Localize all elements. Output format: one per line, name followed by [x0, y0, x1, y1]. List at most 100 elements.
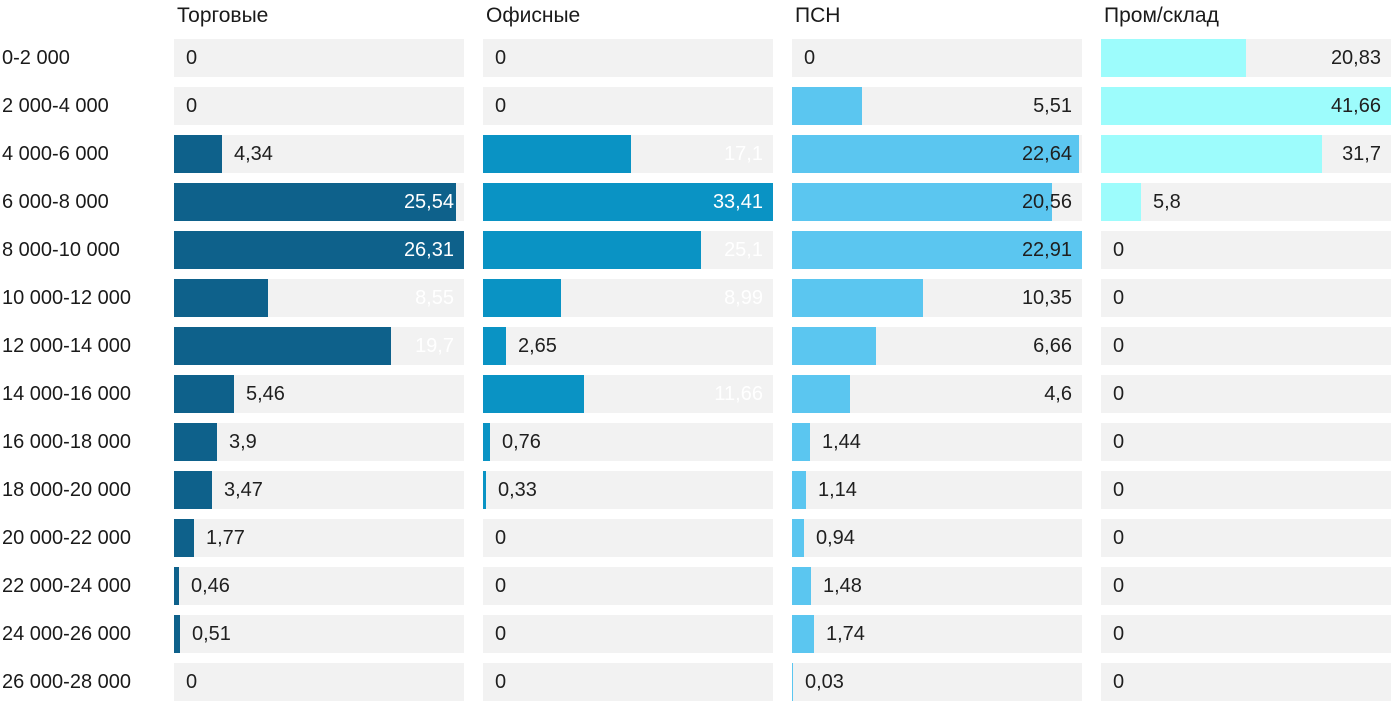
- row-label: 0-2 000: [2, 46, 70, 69]
- bar: [792, 519, 804, 557]
- row-label: 4 000-6 000: [2, 142, 109, 165]
- bar-value-label: 20,83: [1330, 46, 1381, 69]
- bar-value-label: 22,64: [1021, 142, 1072, 165]
- bar-track: 0: [483, 663, 773, 701]
- bar-track: 0: [1101, 327, 1391, 365]
- bar-track: 8,99: [483, 279, 773, 317]
- bar-track: 10,35: [792, 279, 1082, 317]
- bar-track: 0,76: [483, 423, 773, 461]
- bar-track: 3,47: [174, 471, 464, 509]
- bar-track: 0: [483, 567, 773, 605]
- bar-track: 0: [1101, 471, 1391, 509]
- bar-track: 22,64: [792, 135, 1082, 173]
- row-label: 12 000-14 000: [2, 334, 132, 357]
- bar: [483, 183, 773, 221]
- bar-track: 0: [1101, 567, 1391, 605]
- bar: [1101, 39, 1246, 77]
- bar-value-label: 0: [1113, 382, 1125, 405]
- bar-value-label: 0: [495, 574, 507, 597]
- bar-value-label: 8,55: [415, 286, 454, 309]
- bar: [483, 231, 701, 269]
- bar-track: 0: [483, 87, 773, 125]
- bar-track: 0: [483, 519, 773, 557]
- bar-value-label: 0: [495, 46, 507, 69]
- row-label: 10 000-12 000: [2, 286, 132, 309]
- bar-track: 25,54: [174, 183, 464, 221]
- row-label: 14 000-16 000: [2, 382, 132, 405]
- bar-value-label: 0: [495, 94, 507, 117]
- bar-track: 5,51: [792, 87, 1082, 125]
- bar-track: 0: [1101, 663, 1391, 701]
- bar-value-label: 5,51: [1033, 94, 1072, 117]
- bar: [174, 135, 222, 173]
- bar-value-label: 2,65: [518, 334, 557, 357]
- bar-value-label: 20,56: [1021, 190, 1072, 213]
- bar-value-label: 1,77: [206, 526, 245, 549]
- bar: [1101, 87, 1391, 125]
- bar-value-label: 0: [495, 526, 507, 549]
- bar-value-label: 17,1: [724, 142, 763, 165]
- row-label: 22 000-24 000: [2, 574, 132, 597]
- bar-value-label: 5,46: [246, 382, 285, 405]
- bar-track: 0: [1101, 423, 1391, 461]
- bar-track: 0: [1101, 231, 1391, 269]
- bar-value-label: 0: [1113, 334, 1125, 357]
- bar-value-label: 0,33: [498, 478, 537, 501]
- bar-value-label: 0: [495, 622, 507, 645]
- bar-value-label: 3,47: [224, 478, 263, 501]
- bar-value-label: 0: [186, 94, 198, 117]
- bar-track: 0: [1101, 615, 1391, 653]
- bar: [174, 423, 217, 461]
- bar-value-label: 0: [495, 670, 507, 693]
- bar: [483, 375, 584, 413]
- bar: [174, 471, 212, 509]
- bar-track: 41,66: [1101, 87, 1391, 125]
- bar-track: 8,55: [174, 279, 464, 317]
- bar-track: 0: [483, 615, 773, 653]
- bar-track: 20,56: [792, 183, 1082, 221]
- row-label: 18 000-20 000: [2, 478, 132, 501]
- bar-value-label: 0,46: [191, 574, 230, 597]
- bar: [792, 135, 1079, 173]
- bar-track: 0,94: [792, 519, 1082, 557]
- bar-value-label: 0,03: [805, 670, 844, 693]
- bar-track: 2,65: [483, 327, 773, 365]
- bar-track: 0,33: [483, 471, 773, 509]
- bar-value-label: 31,7: [1342, 142, 1381, 165]
- column-header: Торговые: [177, 4, 269, 27]
- bar-track: 4,6: [792, 375, 1082, 413]
- row-label: 2 000-4 000: [2, 94, 109, 117]
- bar-track: 25,1: [483, 231, 773, 269]
- bar-track: 1,77: [174, 519, 464, 557]
- bar-track: 0: [174, 87, 464, 125]
- bar-track: 1,44: [792, 423, 1082, 461]
- bar: [792, 231, 1082, 269]
- bar: [792, 423, 810, 461]
- bar: [483, 471, 486, 509]
- bar-track: 0: [1101, 375, 1391, 413]
- bar-value-label: 26,31: [403, 238, 454, 261]
- row-label: 24 000-26 000: [2, 622, 132, 645]
- bar-value-label: 1,74: [826, 622, 865, 645]
- bar-value-label: 25,54: [403, 190, 454, 213]
- column-header: Офисные: [486, 4, 581, 27]
- column-header: Пром/склад: [1104, 4, 1219, 27]
- bar: [792, 471, 806, 509]
- bar: [792, 327, 876, 365]
- bar: [174, 231, 464, 269]
- bar-track: 1,14: [792, 471, 1082, 509]
- bar: [174, 327, 391, 365]
- bar-value-label: 0: [1113, 238, 1125, 261]
- bar-track: 0: [1101, 519, 1391, 557]
- bar-value-label: 0,94: [816, 526, 855, 549]
- bar-track: 0: [1101, 279, 1391, 317]
- bar-value-label: 0: [186, 670, 198, 693]
- bar-value-label: 4,34: [234, 142, 273, 165]
- bar: [174, 567, 179, 605]
- row-label: 26 000-28 000: [2, 670, 132, 693]
- bar: [174, 615, 180, 653]
- bar-track: 4,34: [174, 135, 464, 173]
- bar-track: 22,91: [792, 231, 1082, 269]
- bar: [174, 279, 268, 317]
- bar-value-label: 0: [1113, 286, 1125, 309]
